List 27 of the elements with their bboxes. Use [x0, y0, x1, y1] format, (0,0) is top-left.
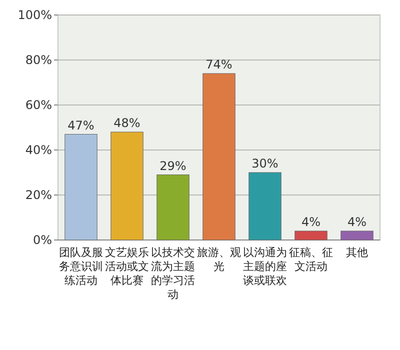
data-label: 48%: [114, 116, 140, 130]
data-label: 74%: [206, 58, 232, 72]
x-tick-label: 其他: [346, 246, 368, 259]
y-tick-label: 80%: [25, 53, 52, 67]
x-tick-label: 旅游、观光: [197, 246, 241, 273]
y-tick-label: 0%: [32, 233, 52, 247]
y-tick-label: 40%: [25, 143, 52, 157]
data-label: 47%: [68, 118, 94, 132]
x-tick-label: 文艺娱乐活动或文体比赛: [105, 246, 149, 287]
x-tick-label: 团队及服务意识训练活动: [59, 246, 103, 287]
bar: [248, 172, 282, 240]
x-tick-label: 以技术交流为主题的学习活动: [151, 246, 195, 301]
data-label: 4%: [301, 215, 321, 229]
bar: [64, 134, 98, 240]
bar: [156, 174, 190, 240]
y-tick-label: 100%: [18, 8, 52, 22]
bar: [110, 132, 144, 240]
bar: [294, 230, 328, 240]
data-label: 30%: [252, 156, 278, 170]
data-label: 29%: [160, 158, 186, 173]
bar: [340, 230, 374, 240]
x-tick-label: 征稿、征文活动: [289, 246, 333, 273]
bar: [202, 73, 236, 240]
data-label: 4%: [347, 215, 367, 229]
y-tick-label: 60%: [25, 98, 52, 112]
y-tick-label: 20%: [25, 188, 52, 202]
x-tick-label: 以沟通为主题的座谈或联欢: [243, 246, 287, 287]
